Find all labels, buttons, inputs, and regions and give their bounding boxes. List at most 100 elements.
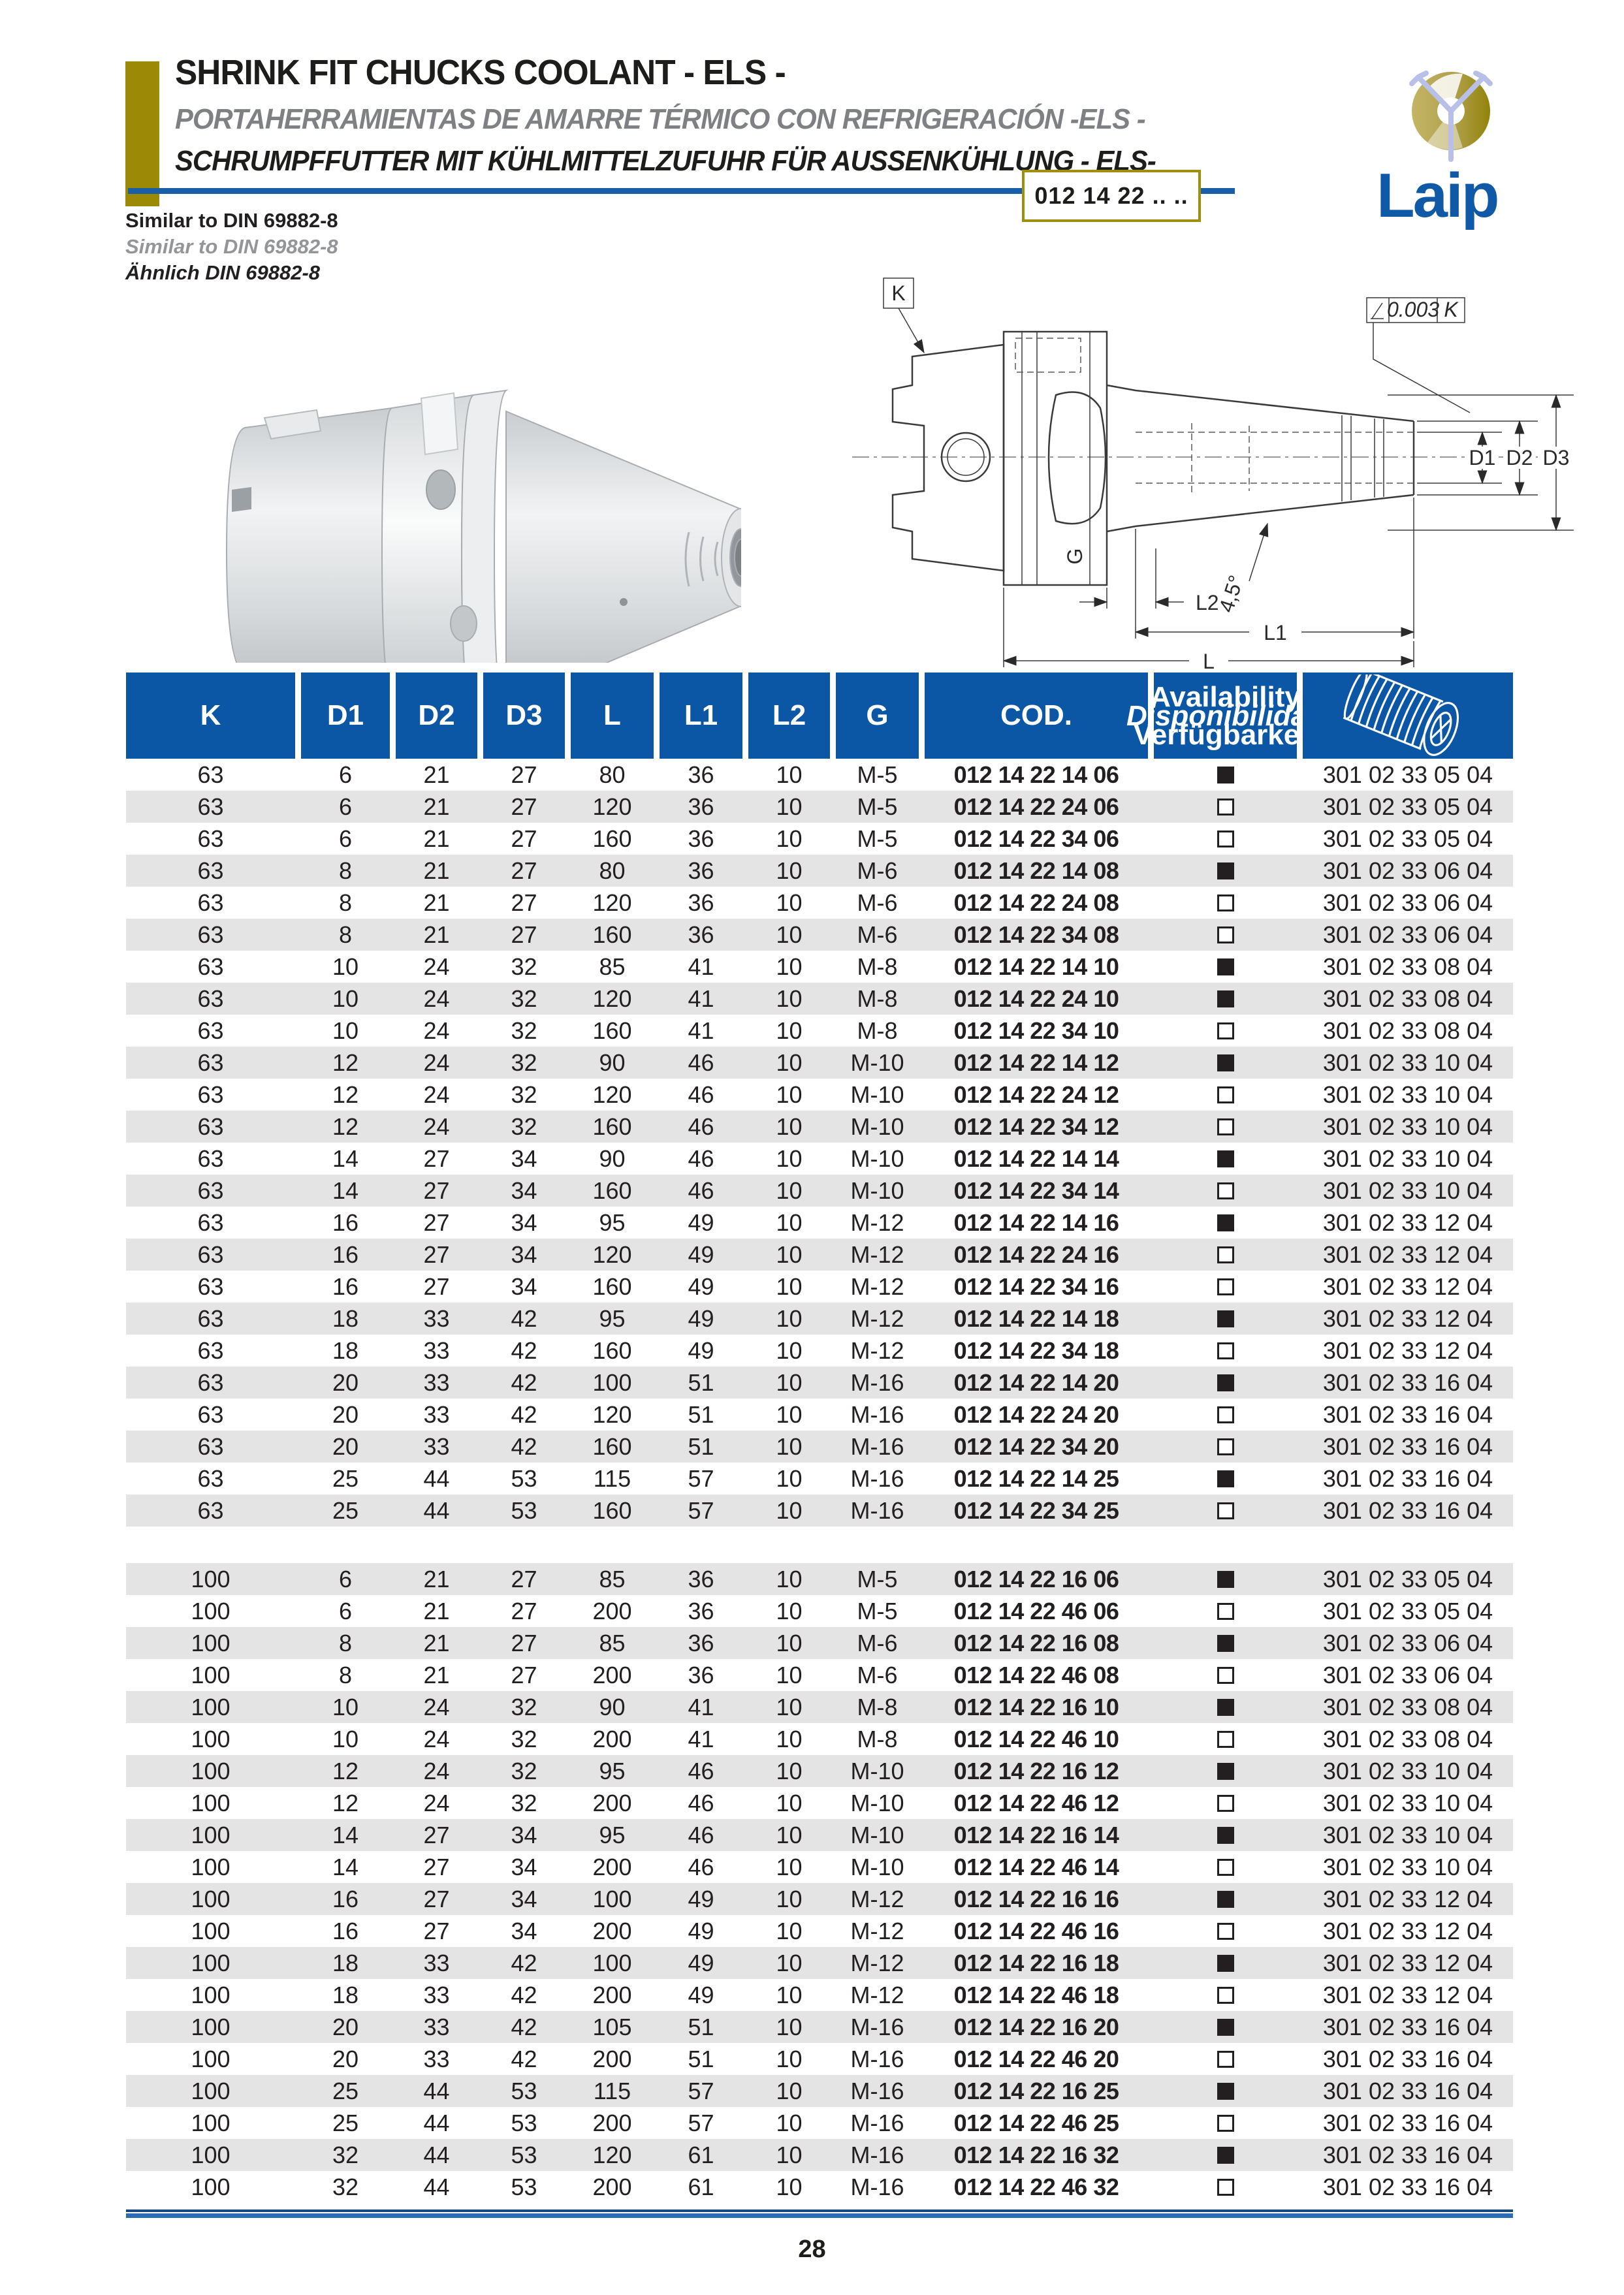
cell-set-screw-cod: 301 02 33 16 04: [1322, 2077, 1493, 2104]
cell-d3: 42: [511, 1949, 537, 1976]
cell-cod: 012 14 22 34 20: [953, 1432, 1119, 1460]
cell-cod: 012 14 22 34 14: [953, 1177, 1119, 1204]
cell-set-screw-cod: 301 02 33 16 04: [1322, 2013, 1493, 2040]
cell-set-screw-cod: 301 02 33 16 04: [1322, 1464, 1493, 1492]
cell-d3: 27: [511, 1597, 537, 1624]
cell-g: M-6: [857, 889, 898, 916]
dim-d1-label: D1: [1469, 446, 1496, 469]
cell-cod: 012 14 22 24 06: [953, 793, 1119, 820]
availability-indicator-filled: [1217, 1310, 1234, 1327]
availability-indicator-empty: [1217, 1182, 1234, 1199]
cell-g: M-5: [857, 1597, 898, 1624]
column-header-cod: COD.: [925, 673, 1148, 759]
cell-g: M-10: [850, 1049, 904, 1076]
column-header-l2: L2: [748, 673, 830, 759]
cell-d3: 27: [511, 1629, 537, 1656]
dim-l2-label: L2: [1196, 591, 1219, 614]
table-row: 63 6 21 27 120 36 10 M-5 012 14 22 24 06 301 02 3…: [126, 791, 1513, 823]
availability-indicator-empty: [1217, 1922, 1234, 1940]
cell-g: M-16: [850, 1464, 904, 1492]
cell-cod: 012 14 22 46 10: [953, 1725, 1119, 1752]
cell-l2: 10: [776, 1081, 803, 1108]
table-row: 63 10 24 32 160 41 10 M-8 012 14 22 34 10 301 02 …: [126, 1015, 1513, 1047]
cell-g: M-16: [850, 2173, 904, 2200]
cell-l: 120: [592, 889, 632, 916]
availability-cell: [1154, 1627, 1297, 1659]
cell-cod: 012 14 22 34 16: [953, 1273, 1119, 1300]
cell-g: M-12: [850, 1273, 904, 1300]
dim-l1-label: L1: [1264, 621, 1287, 644]
cell-l1: 41: [688, 1693, 714, 1720]
availability-indicator-filled: [1217, 2082, 1234, 2100]
table-row: 63 18 33 42 95 49 10 M-12 012 14 22 14 18 301 02 …: [126, 1303, 1513, 1335]
cell-d2: 21: [423, 1661, 450, 1688]
cell-k: 100: [191, 1981, 231, 2008]
table-row: 63 16 27 34 160 49 10 M-12 012 14 22 34 16 301 02…: [126, 1271, 1513, 1303]
cell-d2: 33: [423, 1401, 450, 1428]
cell-set-screw-cod: 301 02 33 12 04: [1322, 1917, 1493, 1944]
cell-cod: 012 14 22 24 20: [953, 1401, 1119, 1428]
cell-k: 100: [191, 1693, 231, 1720]
cell-d3: 27: [511, 1565, 537, 1592]
cell-l2: 10: [776, 1432, 803, 1460]
cell-d1: 14: [332, 1145, 359, 1172]
availability-cell: [1154, 951, 1297, 983]
availability-indicator-empty: [1217, 2178, 1234, 2196]
availability-cell: [1154, 1047, 1297, 1079]
cell-set-screw-cod: 301 02 33 05 04: [1322, 825, 1493, 852]
table-row: 63 14 27 34 160 46 10 M-10 012 14 22 34 14 301 02…: [126, 1175, 1513, 1207]
cell-l1: 61: [688, 2141, 714, 2168]
column-header-d3: D3: [483, 673, 565, 759]
table-row: 100 16 27 34 100 49 10 M-12 012 14 22 16 16 301 0…: [126, 1883, 1513, 1915]
cell-d1: 8: [338, 1629, 353, 1656]
cell-d1: 16: [332, 1917, 359, 1944]
cell-set-screw-cod: 301 02 33 10 04: [1322, 1049, 1493, 1076]
cell-g: M-16: [850, 1432, 904, 1460]
cell-l1: 57: [688, 1464, 714, 1492]
cell-d3: 27: [511, 825, 537, 852]
cell-cod: 012 14 22 46 14: [953, 1853, 1119, 1880]
cell-l2: 10: [776, 761, 803, 788]
cell-set-screw-cod: 301 02 33 06 04: [1322, 889, 1493, 916]
availability-cell: [1154, 2139, 1297, 2171]
cell-d1: 18: [332, 1981, 359, 2008]
dim-g-label: G: [1063, 548, 1087, 565]
cell-l2: 10: [776, 1496, 803, 1524]
cell-d2: 24: [423, 1017, 450, 1044]
page-number: 28: [798, 2236, 826, 2263]
availability-indicator-empty: [1217, 1246, 1234, 1263]
cell-g: M-6: [857, 921, 898, 948]
cell-d2: 21: [423, 1597, 450, 1624]
cell-k: 63: [197, 825, 224, 852]
cell-g: M-16: [850, 2141, 904, 2168]
table-row: 63 16 27 34 95 49 10 M-12 012 14 22 14 16 301 02 …: [126, 1207, 1513, 1239]
table-row: 100 14 27 34 200 46 10 M-10 012 14 22 46 14 301 0…: [126, 1851, 1513, 1883]
cell-set-screw-cod: 301 02 33 08 04: [1322, 1693, 1493, 1720]
cell-d1: 14: [332, 1177, 359, 1204]
cell-cod: 012 14 22 16 16: [953, 1885, 1119, 1912]
cell-d3: 27: [511, 1661, 537, 1688]
cell-l: 160: [592, 1177, 632, 1204]
cell-g: M-12: [850, 1305, 904, 1332]
cell-d1: 20: [332, 1401, 359, 1428]
cell-l: 120: [592, 1241, 632, 1268]
cell-l2: 10: [776, 1725, 803, 1752]
cell-d2: 33: [423, 1949, 450, 1976]
cell-d3: 34: [511, 1917, 537, 1944]
table-row: 63 18 33 42 160 49 10 M-12 012 14 22 34 18 301 02…: [126, 1335, 1513, 1367]
cell-d1: 16: [332, 1885, 359, 1912]
availability-cell: [1154, 1979, 1297, 2011]
cell-d2: 33: [423, 1981, 450, 2008]
cell-cod: 012 14 22 16 06: [953, 1565, 1119, 1592]
cell-set-screw-cod: 301 02 33 16 04: [1322, 1432, 1493, 1460]
cell-l2: 10: [776, 1629, 803, 1656]
cell-d2: 44: [423, 2077, 450, 2104]
cell-k: 100: [191, 1629, 231, 1656]
cell-k: 100: [191, 1725, 231, 1752]
cell-set-screw-cod: 301 02 33 12 04: [1322, 1949, 1493, 1976]
cell-d3: 34: [511, 1821, 537, 1848]
cell-set-screw-cod: 301 02 33 16 04: [1322, 1401, 1493, 1428]
availability-indicator-empty: [1217, 1406, 1234, 1423]
cell-set-screw-cod: 301 02 33 06 04: [1322, 857, 1493, 884]
cell-g: M-16: [850, 1496, 904, 1524]
